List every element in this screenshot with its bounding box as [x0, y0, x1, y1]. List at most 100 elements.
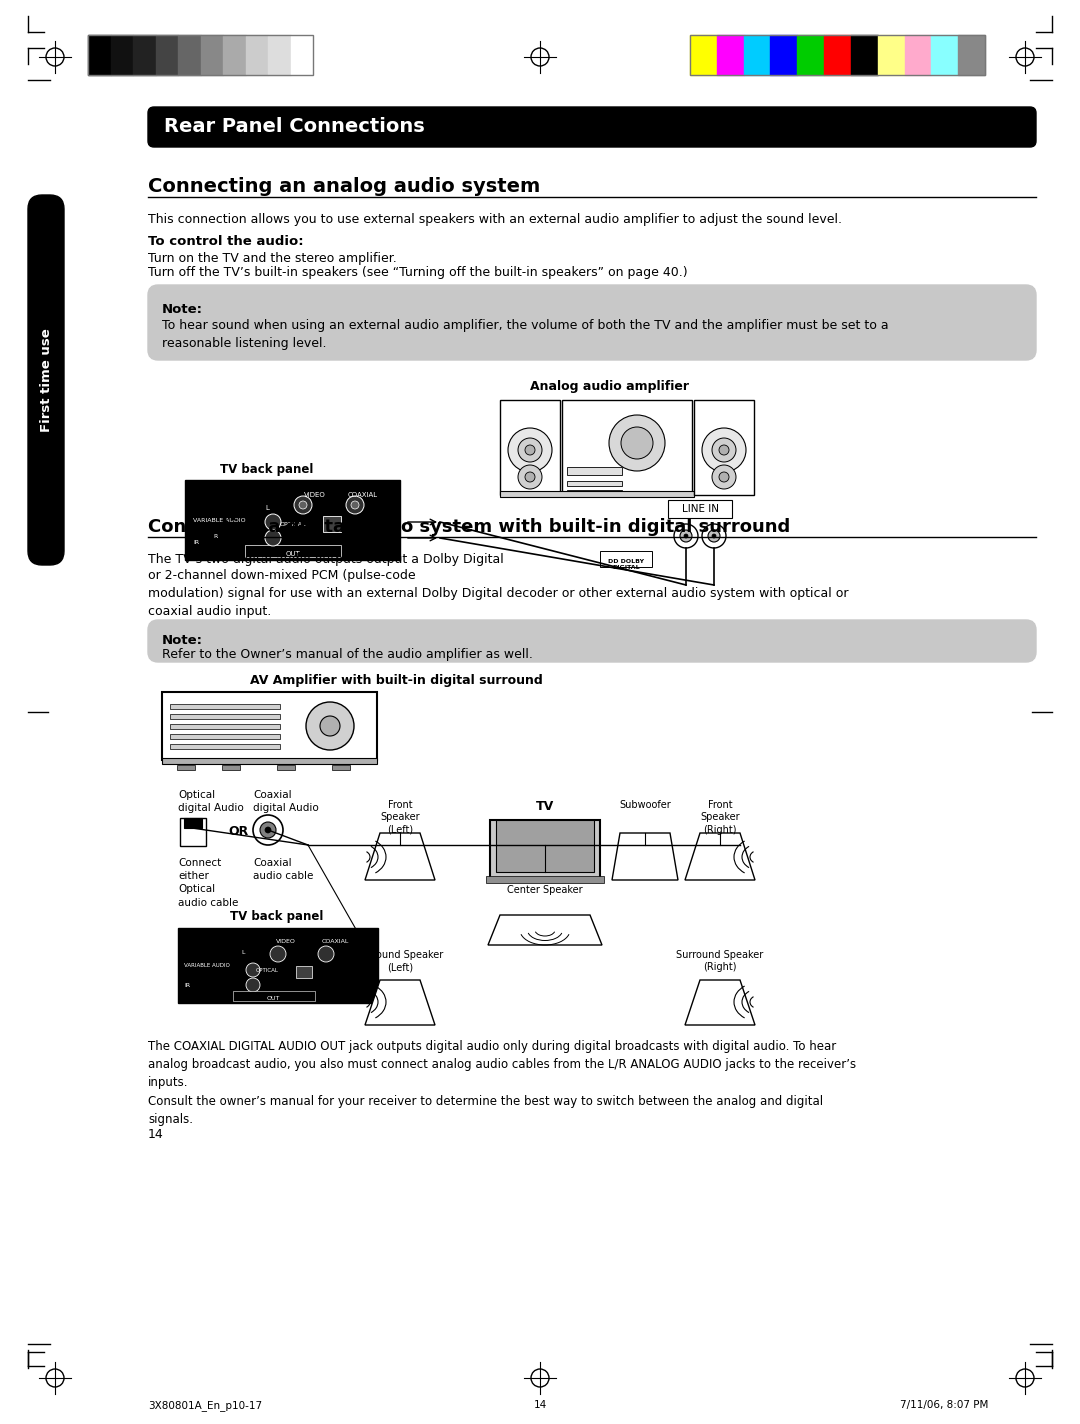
Polygon shape: [488, 916, 602, 946]
Bar: [669, 500, 732, 518]
Text: Surround Speaker
(Right): Surround Speaker (Right): [676, 950, 764, 973]
Bar: [170, 743, 280, 749]
Circle shape: [712, 466, 735, 488]
Text: TV back panel: TV back panel: [230, 910, 323, 923]
Text: Center Speaker: Center Speaker: [508, 884, 583, 896]
Text: Surround Speaker
(Left): Surround Speaker (Left): [356, 950, 444, 973]
Text: VARIABLE AUDIO: VARIABLE AUDIO: [184, 963, 230, 968]
Text: LINE IN: LINE IN: [681, 504, 718, 514]
Bar: [201, 36, 222, 75]
Text: IR: IR: [184, 983, 190, 988]
Bar: [332, 765, 350, 770]
FancyBboxPatch shape: [28, 195, 64, 565]
Text: Turn off the TV’s built-in speakers (see “Turning off the built-in speakers” on : Turn off the TV’s built-in speakers (see…: [148, 266, 688, 279]
Circle shape: [351, 501, 359, 508]
Bar: [905, 36, 931, 75]
Bar: [245, 36, 268, 75]
Text: This connection allows you to use external speakers with an external audio ampli: This connection allows you to use extern…: [148, 214, 842, 226]
Text: OPTICAL: OPTICAL: [280, 523, 307, 527]
Bar: [184, 817, 202, 827]
Bar: [268, 36, 291, 75]
Text: 14: 14: [148, 1128, 164, 1141]
Bar: [156, 36, 178, 75]
Bar: [567, 481, 622, 486]
Text: To control the audio:: To control the audio:: [148, 235, 303, 248]
Text: COAXIAL: COAXIAL: [322, 938, 349, 944]
Circle shape: [270, 946, 286, 963]
Circle shape: [712, 439, 735, 461]
Bar: [878, 36, 905, 75]
Text: R: R: [213, 534, 217, 540]
Circle shape: [508, 429, 552, 471]
Text: TV back panel: TV back panel: [220, 463, 313, 476]
Text: AV Amplifier with built-in digital surround: AV Amplifier with built-in digital surro…: [249, 674, 543, 686]
Bar: [958, 36, 985, 75]
Circle shape: [609, 414, 665, 471]
Text: Turn on the TV and the stereo amplifier.: Turn on the TV and the stereo amplifier.: [148, 252, 396, 265]
Text: L: L: [265, 506, 269, 511]
Circle shape: [621, 427, 653, 459]
Polygon shape: [612, 833, 678, 880]
Text: The COAXIAL DIGITAL AUDIO OUT jack outputs digital audio only during digital bro: The COAXIAL DIGITAL AUDIO OUT jack outpu…: [148, 1040, 856, 1089]
Text: OUT: OUT: [285, 551, 300, 557]
Bar: [178, 36, 201, 75]
Bar: [744, 36, 770, 75]
Polygon shape: [685, 980, 755, 1025]
Bar: [851, 36, 878, 75]
Bar: [323, 515, 341, 533]
Text: Connecting a digital audio system with built-in digital surround: Connecting a digital audio system with b…: [148, 518, 791, 535]
Circle shape: [674, 524, 698, 548]
Polygon shape: [365, 833, 435, 880]
Circle shape: [246, 963, 260, 977]
Bar: [110, 36, 133, 75]
Bar: [567, 490, 622, 494]
Bar: [222, 36, 245, 75]
Bar: [170, 723, 280, 729]
Text: TV: TV: [536, 800, 554, 813]
Circle shape: [306, 702, 354, 750]
FancyBboxPatch shape: [148, 619, 1036, 662]
FancyBboxPatch shape: [148, 107, 1036, 147]
Text: Front
Speaker
(Right): Front Speaker (Right): [700, 800, 740, 834]
Text: 14: 14: [534, 1400, 546, 1410]
Circle shape: [680, 530, 692, 543]
Circle shape: [702, 524, 726, 548]
Bar: [500, 400, 561, 496]
Text: Front
Speaker
(Left): Front Speaker (Left): [380, 800, 420, 834]
Circle shape: [265, 514, 281, 530]
Bar: [276, 765, 295, 770]
Bar: [296, 965, 312, 978]
Circle shape: [318, 946, 334, 963]
Bar: [496, 820, 594, 871]
Circle shape: [265, 530, 281, 545]
Bar: [133, 36, 156, 75]
Bar: [185, 480, 400, 560]
Circle shape: [712, 534, 716, 538]
Text: Connect
either
Optical
audio cable: Connect either Optical audio cable: [178, 859, 239, 907]
Bar: [178, 928, 378, 1002]
Circle shape: [719, 471, 729, 481]
Text: OUT: OUT: [267, 995, 280, 1001]
Bar: [770, 36, 797, 75]
Bar: [567, 467, 622, 476]
Text: Refer to the Owner’s manual of the audio amplifier as well.: Refer to the Owner’s manual of the audio…: [162, 648, 532, 661]
Bar: [694, 400, 754, 496]
Text: L: L: [241, 950, 245, 956]
Circle shape: [525, 471, 535, 481]
Bar: [600, 551, 652, 567]
Text: First time use: First time use: [40, 328, 53, 431]
Bar: [180, 817, 206, 846]
Bar: [170, 713, 280, 719]
Circle shape: [525, 444, 535, 456]
Bar: [931, 36, 958, 75]
Text: Analog audio amplifier: Analog audio amplifier: [530, 380, 689, 393]
Text: Note:: Note:: [162, 634, 203, 646]
Circle shape: [253, 815, 283, 844]
Circle shape: [684, 534, 688, 538]
Circle shape: [246, 978, 260, 993]
Bar: [87, 36, 313, 75]
Text: Optical
digital Audio: Optical digital Audio: [178, 790, 244, 813]
Text: COAXIAL: COAXIAL: [348, 493, 378, 498]
Bar: [162, 758, 377, 765]
Text: Note:: Note:: [162, 303, 203, 316]
